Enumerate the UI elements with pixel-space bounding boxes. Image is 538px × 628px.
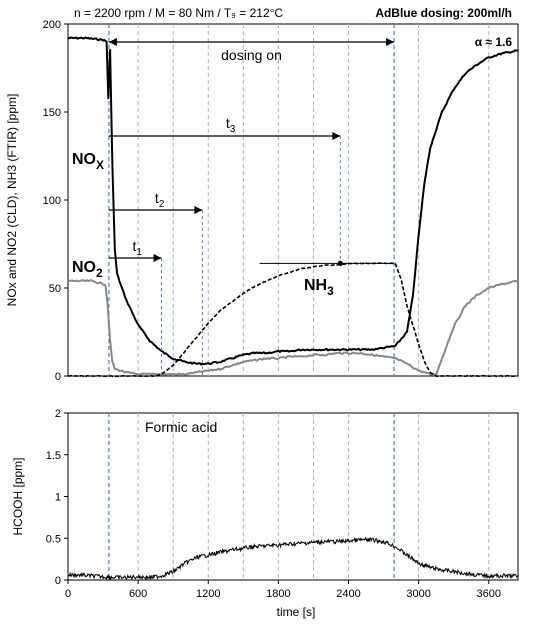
x-tick-label: 600: [129, 588, 147, 600]
y-tick-label: 2: [55, 408, 61, 420]
nh3-series-line: [67, 262, 519, 378]
y-tick-label: 0: [55, 371, 61, 383]
formic-acid-label: Formic acid: [145, 419, 217, 435]
nox-chart: 0 50 100 150 200 dosing on α ≈ 1.6 t3 t2 t1 NOX NO…: [5, 19, 519, 383]
x-tick-label: 3000: [406, 588, 430, 600]
y-tick-label: 100: [43, 195, 61, 207]
nox-plot-area: [67, 23, 519, 377]
nh3-plateau-marker: [337, 260, 343, 266]
conditions-header: n = 2200 rpm / M = 80 Nm / T₉ = 212°C: [74, 6, 283, 20]
hcooh-y-axis-label: HCOOH [ppm]: [11, 457, 25, 535]
dosing-arrow: [108, 38, 395, 46]
no2-series-label: NO2: [72, 259, 103, 280]
nox-y-axis-label: NOx and NO2 (CLD), NH3 (FTIR) [ppm]: [5, 94, 19, 307]
nox-series-group: [67, 36, 519, 378]
y-tick-label: 200: [43, 19, 61, 31]
x-tick-label: 3600: [477, 588, 501, 600]
alpha-label: α ≈ 1.6: [475, 35, 513, 49]
nox-annotations: dosing on α ≈ 1.6 t3 t2 t1 NOX NO2 NH3: [72, 35, 512, 376]
dosing-header: AdBlue dosing: 200ml/h: [375, 6, 512, 20]
y-tick-label: 0: [55, 575, 61, 587]
y-tick-label: 0.5: [46, 533, 61, 545]
hcooh-series-line: [67, 536, 519, 581]
hcooh-chart: 0 0.5 1 1.5 2 0 600 1200 1800 2400 3000 3600 Formi…: [11, 408, 519, 619]
t2-label: t2: [155, 190, 165, 210]
nh3-series-label: NH3: [304, 277, 334, 298]
nox-series-label: NOX: [72, 151, 104, 172]
y-tick-label: 1.5: [46, 450, 61, 462]
y-tick-label: 150: [43, 107, 61, 119]
hcooh-y-ticks: 0 0.5 1 1.5 2: [46, 408, 68, 587]
hcooh-plot-area: [67, 412, 519, 581]
nox-grid: [108, 24, 490, 376]
t2-arrow: [108, 206, 203, 214]
x-tick-label: 0: [65, 588, 71, 600]
dosing-label: dosing on: [221, 47, 282, 63]
nox-y-ticks: 0 50 100 150 200: [43, 19, 68, 383]
t1-arrow: [108, 254, 162, 262]
x-tick-label: 2400: [336, 588, 360, 600]
hcooh-x-ticks: 0 600 1200 1800 2400 3000 3600: [65, 580, 501, 600]
no2-series-line: [67, 279, 519, 376]
t1-label: t1: [132, 238, 142, 258]
x-tick-label: 1200: [196, 588, 220, 600]
y-tick-label: 1: [55, 492, 61, 504]
x-axis-label: time [s]: [277, 605, 316, 619]
hcooh-series-group: [67, 536, 519, 581]
y-tick-label: 50: [49, 283, 61, 295]
nox-series-line: [67, 36, 519, 366]
t3-label: t3: [226, 115, 236, 135]
t3-arrow: [108, 132, 341, 140]
x-tick-label: 1800: [266, 588, 290, 600]
